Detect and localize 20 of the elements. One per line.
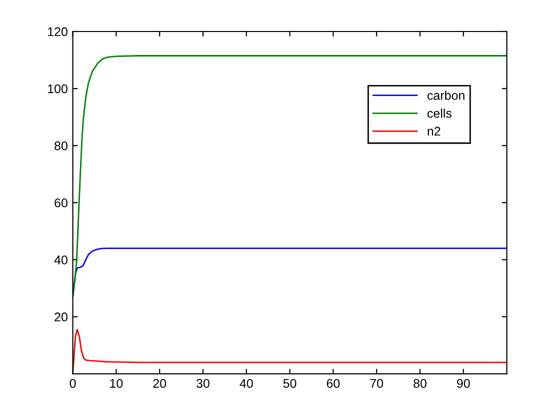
x-tick-label: 60 [326,378,340,388]
y-tick-label: 60 [54,198,68,208]
y-tick-label: 100 [48,84,68,94]
x-tick-label: 10 [110,378,123,388]
y-tick-label: 120 [48,27,68,36]
x-tick-label: 30 [196,378,210,388]
legend-label: cells [427,108,452,118]
x-tick-label: 70 [370,378,384,388]
line-series [72,55,507,298]
y-tick-label: 20 [54,312,68,322]
x-tick-label: 0 [70,378,76,388]
x-tick-label: 40 [240,378,253,388]
legend-label: n2 [428,126,440,136]
legend-label: carbon [427,90,464,100]
y-tick-label: 80 [54,141,68,150]
x-tick-label: 50 [283,378,296,388]
x-tick-label: 80 [414,378,426,388]
x-tick-label: 20 [153,378,166,388]
y-tick-label: 40 [54,256,68,264]
x-tick-label: 90 [457,378,470,388]
